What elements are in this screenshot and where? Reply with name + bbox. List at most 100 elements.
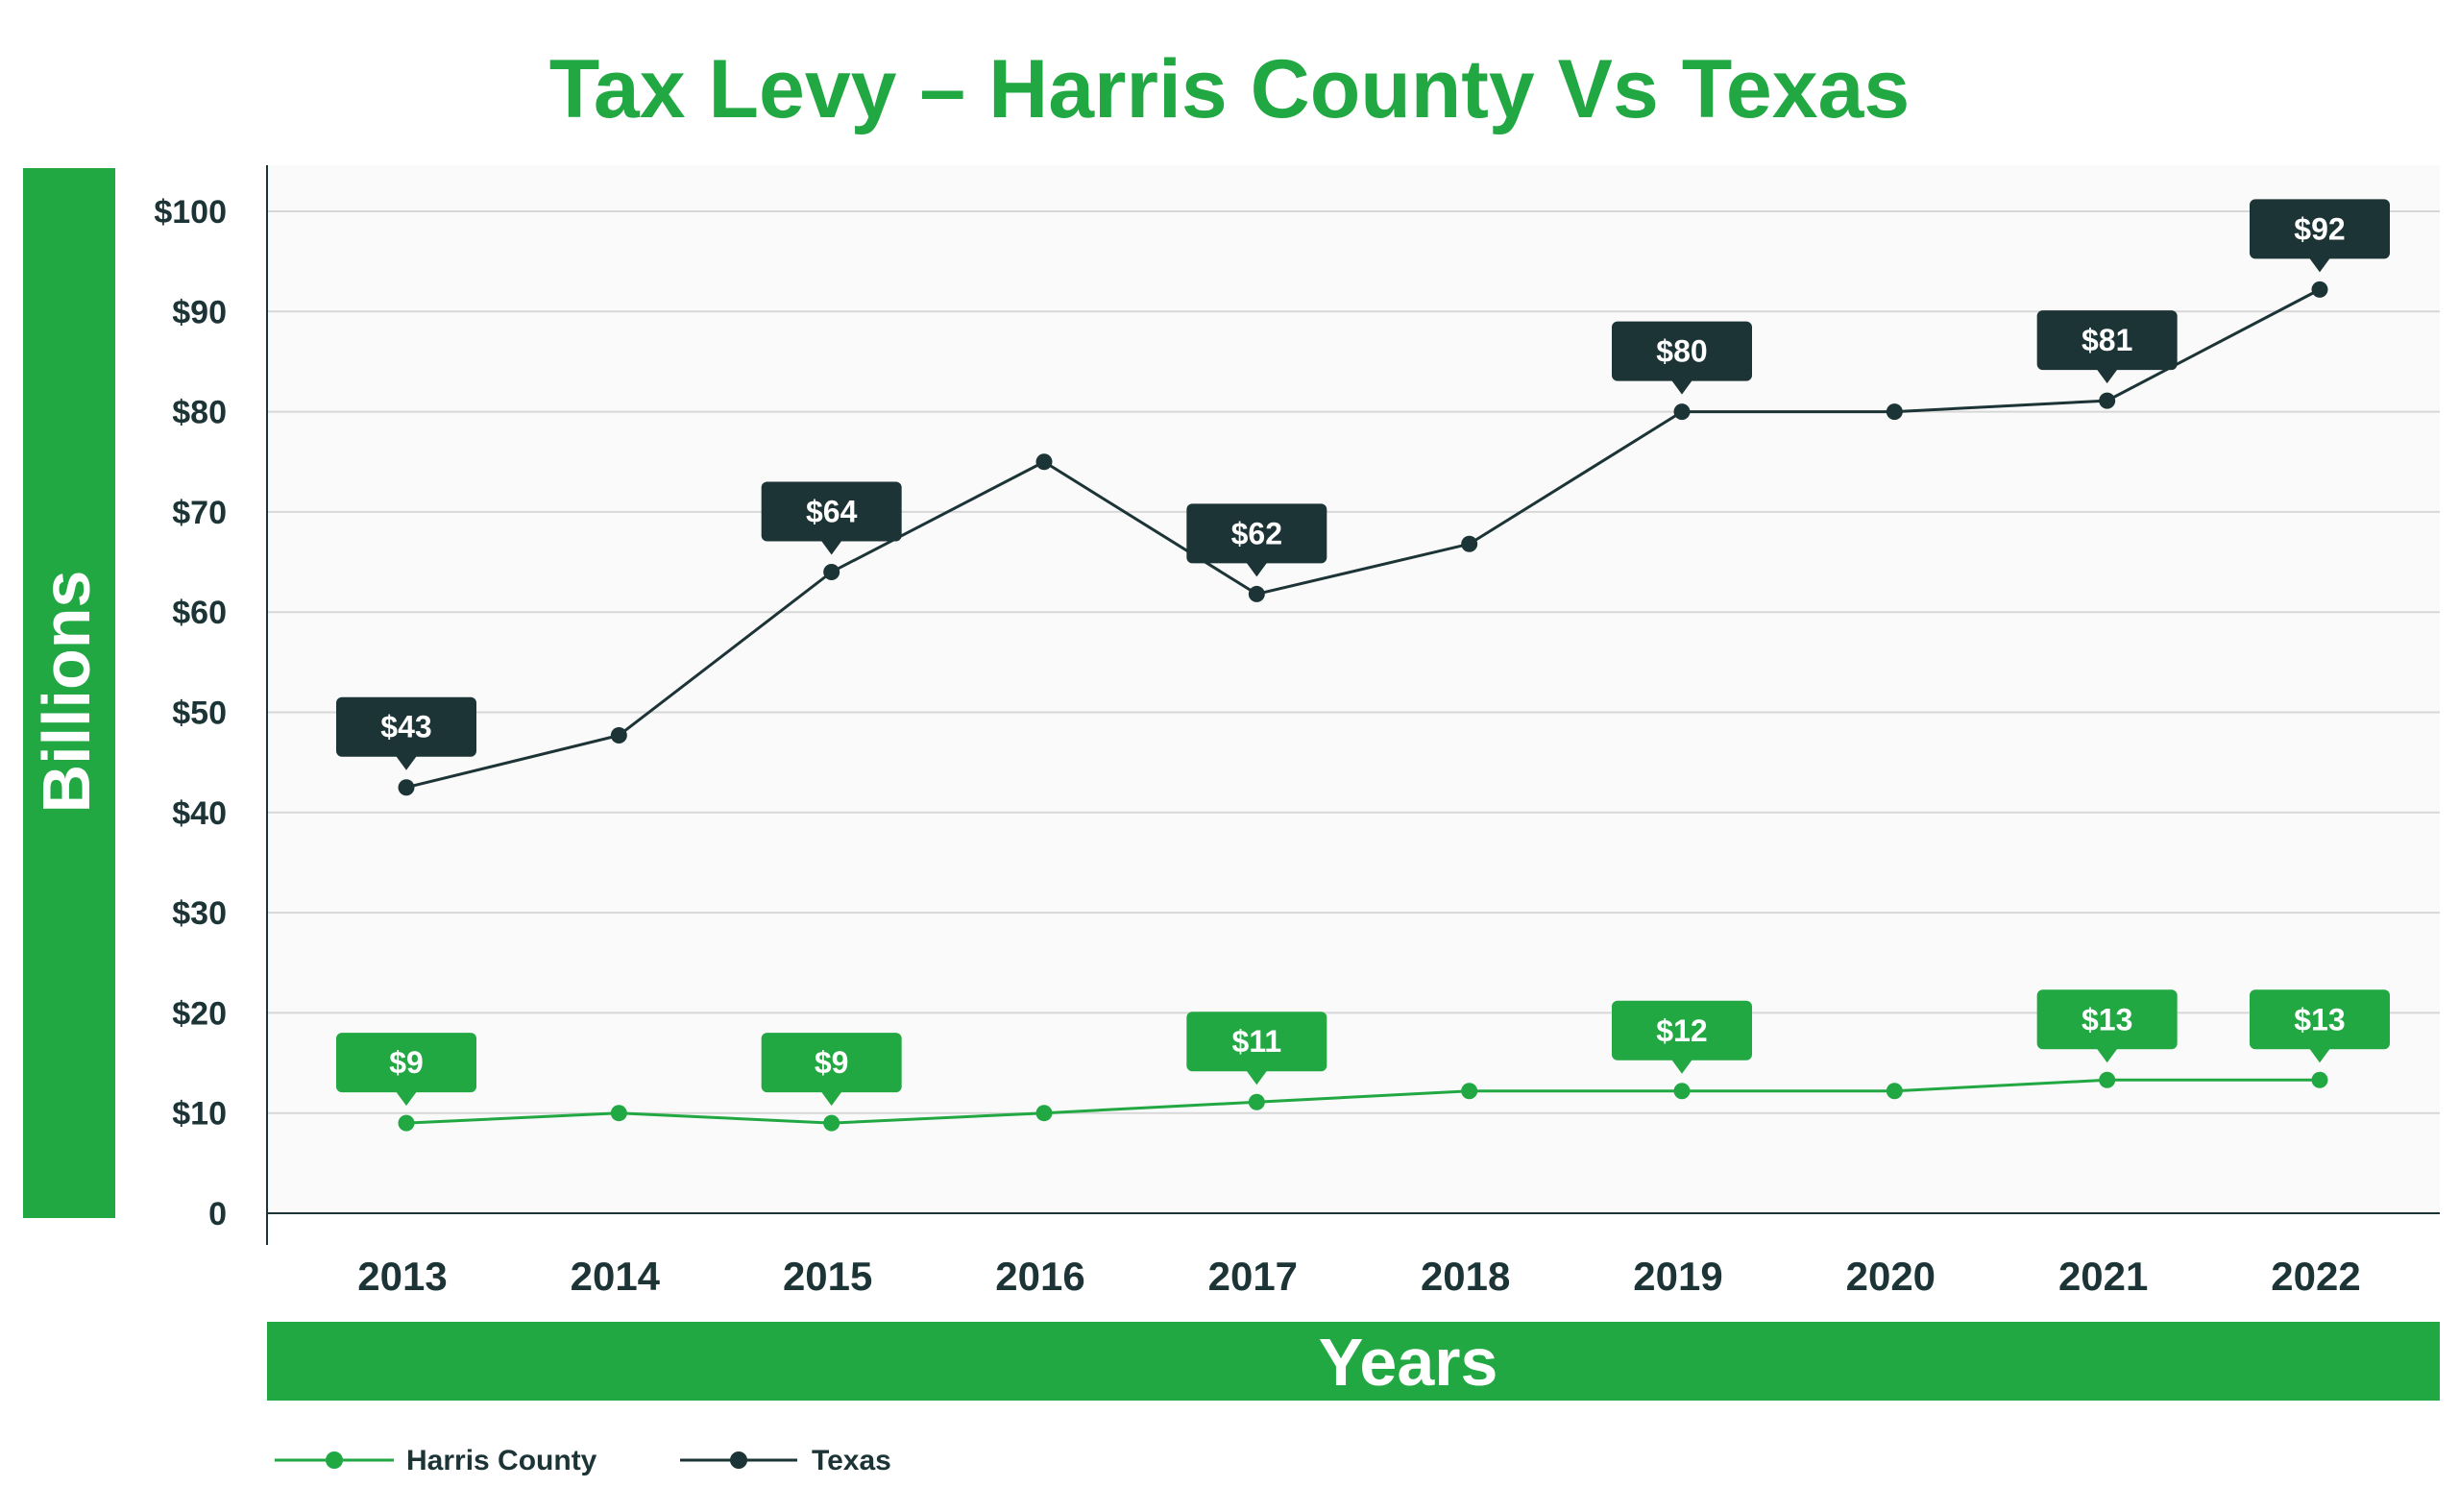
y-tick-label-60: $60: [172, 595, 227, 631]
y-tick-label-30: $30: [172, 895, 227, 932]
y-tick-label-70: $70: [172, 495, 227, 531]
legend-marker-texas: [730, 1451, 747, 1469]
callout-harris-county-2019: $12: [1612, 1000, 1752, 1074]
series-line-texas: [405, 288, 2321, 790]
x-tick-label-2013: 2013: [357, 1254, 447, 1299]
data-point-harris-county-2013[interactable]: [398, 1114, 415, 1132]
data-point-texas-2016[interactable]: [1035, 453, 1053, 471]
callout-pointer: [1246, 1070, 1268, 1085]
x-tick-label-2016: 2016: [995, 1254, 1084, 1299]
data-point-harris-county-2018[interactable]: [1461, 1083, 1478, 1100]
callout-box: [336, 1033, 476, 1093]
callout-harris-county-2015: $9: [761, 1033, 902, 1107]
data-point-texas-2017[interactable]: [1248, 585, 1265, 602]
legend-item-texas[interactable]: Texas: [680, 1445, 891, 1476]
callout-texas-2013: $43: [336, 696, 476, 770]
x-tick-label-2020: 2020: [1846, 1254, 1936, 1299]
data-point-texas-2019[interactable]: [1673, 403, 1691, 421]
callout-pointer: [1671, 379, 1692, 395]
callout-box: [2250, 989, 2390, 1050]
callout-box: [1186, 1012, 1327, 1072]
data-point-texas-2014[interactable]: [610, 726, 627, 744]
callout-pointer: [1671, 1059, 1692, 1074]
data-point-harris-county-2022[interactable]: [2311, 1071, 2328, 1088]
grid-lines: [267, 210, 2440, 1114]
y-tick-label-20: $20: [172, 995, 227, 1032]
data-point-texas-2015[interactable]: [823, 563, 840, 580]
data-point-texas-2018[interactable]: [1461, 535, 1478, 552]
data-point-texas-2022[interactable]: [2311, 280, 2328, 298]
callout-harris-county-2013: $9: [336, 1033, 476, 1107]
data-point-texas-2020[interactable]: [1886, 403, 1903, 421]
x-tick-label-2018: 2018: [1421, 1254, 1510, 1299]
series-line-harris-county: [405, 1078, 2320, 1125]
data-point-harris-county-2021[interactable]: [2099, 1071, 2116, 1088]
data-point-texas-2021[interactable]: [2099, 392, 2116, 409]
y-axis-title: Billions: [29, 571, 104, 814]
callout-pointer: [2096, 1048, 2118, 1063]
x-tick-label-2019: 2019: [1633, 1254, 1722, 1299]
callout-texas-2022: $92: [2250, 199, 2390, 273]
callout-box: [1612, 1000, 1752, 1061]
data-label: $62: [1231, 516, 1282, 550]
callout-pointer: [2309, 1048, 2330, 1063]
legend-marker-harris-county: [326, 1451, 343, 1469]
data-label: $81: [2082, 323, 2132, 357]
data-label: $12: [1656, 1013, 1707, 1048]
callout-box: [336, 696, 476, 757]
callout-pointer: [396, 755, 417, 770]
callout-pointer: [2309, 257, 2330, 273]
x-axis-ticks: 2013 2014 2015 2016 2017 2018 2019 2020 2021 2022: [357, 1254, 2360, 1299]
x-tick-label-2017: 2017: [1208, 1254, 1298, 1299]
callout-harris-county-2017: $11: [1186, 1012, 1327, 1085]
data-label: $92: [2294, 211, 2345, 246]
y-tick-label-90: $90: [172, 294, 227, 330]
callout-pointer: [2096, 369, 2118, 384]
y-tick-label-100: $100: [154, 194, 227, 231]
callout-pointer: [820, 540, 842, 555]
data-point-harris-county-2014[interactable]: [610, 1105, 627, 1122]
y-tick-label-80: $80: [172, 395, 227, 431]
callout-box: [2036, 989, 2178, 1050]
data-point-harris-county-2015[interactable]: [823, 1114, 840, 1132]
callout-box: [2036, 310, 2178, 371]
y-tick-label-40: $40: [172, 795, 227, 832]
callout-box: [1612, 321, 1752, 381]
legend-item-harris-county[interactable]: Harris County: [275, 1445, 597, 1476]
callout-box: [2250, 199, 2390, 259]
y-axis-ticks: 0 $10 $20 $30 $40 $50 $60 $70 $80 $90 $100: [154, 194, 227, 1232]
callout-box: [761, 481, 902, 542]
callout-texas-2017: $62: [1186, 503, 1327, 577]
legend-label-texas: Texas: [812, 1445, 891, 1476]
data-point-harris-county-2017[interactable]: [1248, 1093, 1265, 1110]
data-label: $80: [1656, 334, 1707, 369]
callout-pointer: [820, 1091, 842, 1107]
x-axis-title: Years: [1319, 1325, 1498, 1400]
y-tick-label-0: 0: [208, 1196, 227, 1232]
data-label: $43: [380, 710, 431, 744]
callout-box: [761, 1033, 902, 1093]
callout-texas-2019: $80: [1612, 321, 1752, 395]
data-point-harris-county-2020[interactable]: [1886, 1083, 1903, 1100]
callout-harris-county-2022: $13: [2250, 989, 2390, 1063]
x-tick-label-2022: 2022: [2271, 1254, 2360, 1299]
callout-pointer: [1246, 562, 1268, 577]
data-callouts: $9 $9 $11 $12 $13 $13 $43 $64 $62 $80 $81 $92: [336, 199, 2390, 1107]
legend-label-harris-county: Harris County: [406, 1445, 597, 1476]
callout-harris-county-2021: $13: [2036, 989, 2178, 1063]
data-label: $9: [389, 1045, 424, 1080]
data-point-harris-county-2019[interactable]: [1673, 1083, 1691, 1100]
x-axis-title-band: [267, 1322, 2440, 1401]
x-tick-label-2014: 2014: [571, 1254, 661, 1299]
data-point-harris-county-2016[interactable]: [1035, 1105, 1053, 1122]
callout-texas-2015: $64: [761, 481, 902, 555]
callout-pointer: [396, 1091, 417, 1107]
callout-box: [1186, 503, 1327, 564]
y-tick-label-50: $50: [172, 695, 227, 732]
data-label: $13: [2082, 1002, 2132, 1036]
data-point-texas-2013[interactable]: [398, 779, 415, 796]
data-label: $11: [1232, 1024, 1282, 1059]
x-tick-label-2021: 2021: [2058, 1254, 2148, 1299]
callout-texas-2021: $81: [2036, 310, 2178, 384]
